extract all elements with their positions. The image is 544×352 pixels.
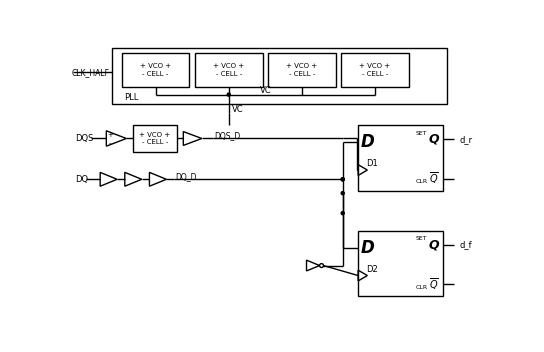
Text: PLL: PLL	[124, 93, 138, 102]
Text: Q: Q	[428, 133, 439, 146]
Circle shape	[341, 178, 344, 181]
Text: - CELL -: - CELL -	[362, 71, 388, 77]
Circle shape	[227, 93, 230, 96]
Text: CLK_HALF: CLK_HALF	[72, 68, 110, 77]
Text: + VCO +: + VCO +	[139, 132, 170, 138]
Text: d_r: d_r	[460, 135, 473, 144]
Text: SET: SET	[416, 131, 427, 136]
Bar	[358, 231, 443, 296]
Text: d_f: d_f	[460, 240, 472, 249]
Text: $\overline{Q}$: $\overline{Q}$	[429, 171, 438, 187]
Bar	[112, 49, 447, 104]
Text: + VCO +: + VCO +	[286, 63, 318, 69]
Text: D: D	[361, 133, 374, 151]
Text: CLR: CLR	[415, 179, 428, 184]
Bar	[195, 53, 263, 87]
Text: + VCO +: + VCO +	[213, 63, 244, 69]
Bar	[268, 53, 336, 87]
Text: VC: VC	[232, 106, 244, 114]
Text: D: D	[361, 239, 374, 257]
Text: DQS_D: DQS_D	[214, 131, 240, 140]
Text: - CELL -: - CELL -	[215, 71, 242, 77]
Text: -: -	[109, 140, 112, 146]
Circle shape	[341, 178, 344, 181]
Text: DQ_D: DQ_D	[176, 172, 197, 181]
Text: + VCO +: + VCO +	[140, 63, 171, 69]
Circle shape	[341, 212, 344, 215]
Text: SET: SET	[416, 236, 427, 241]
Circle shape	[341, 191, 344, 195]
Text: - CELL -: - CELL -	[141, 139, 168, 145]
Bar	[133, 125, 177, 152]
Bar	[341, 53, 409, 87]
Text: VC: VC	[259, 86, 271, 95]
Text: DQ: DQ	[76, 175, 89, 184]
Text: - CELL -: - CELL -	[289, 71, 315, 77]
Text: - CELL -: - CELL -	[143, 71, 169, 77]
Text: D2: D2	[366, 265, 378, 274]
Text: + VCO +: + VCO +	[360, 63, 391, 69]
Text: CLR: CLR	[415, 285, 428, 290]
Bar	[122, 53, 189, 87]
Bar	[358, 125, 443, 191]
Text: +: +	[107, 132, 113, 138]
Text: $\overline{Q}$: $\overline{Q}$	[429, 276, 438, 292]
Text: Q: Q	[428, 238, 439, 251]
Text: D1: D1	[366, 159, 378, 168]
Text: DQS: DQS	[76, 134, 94, 143]
